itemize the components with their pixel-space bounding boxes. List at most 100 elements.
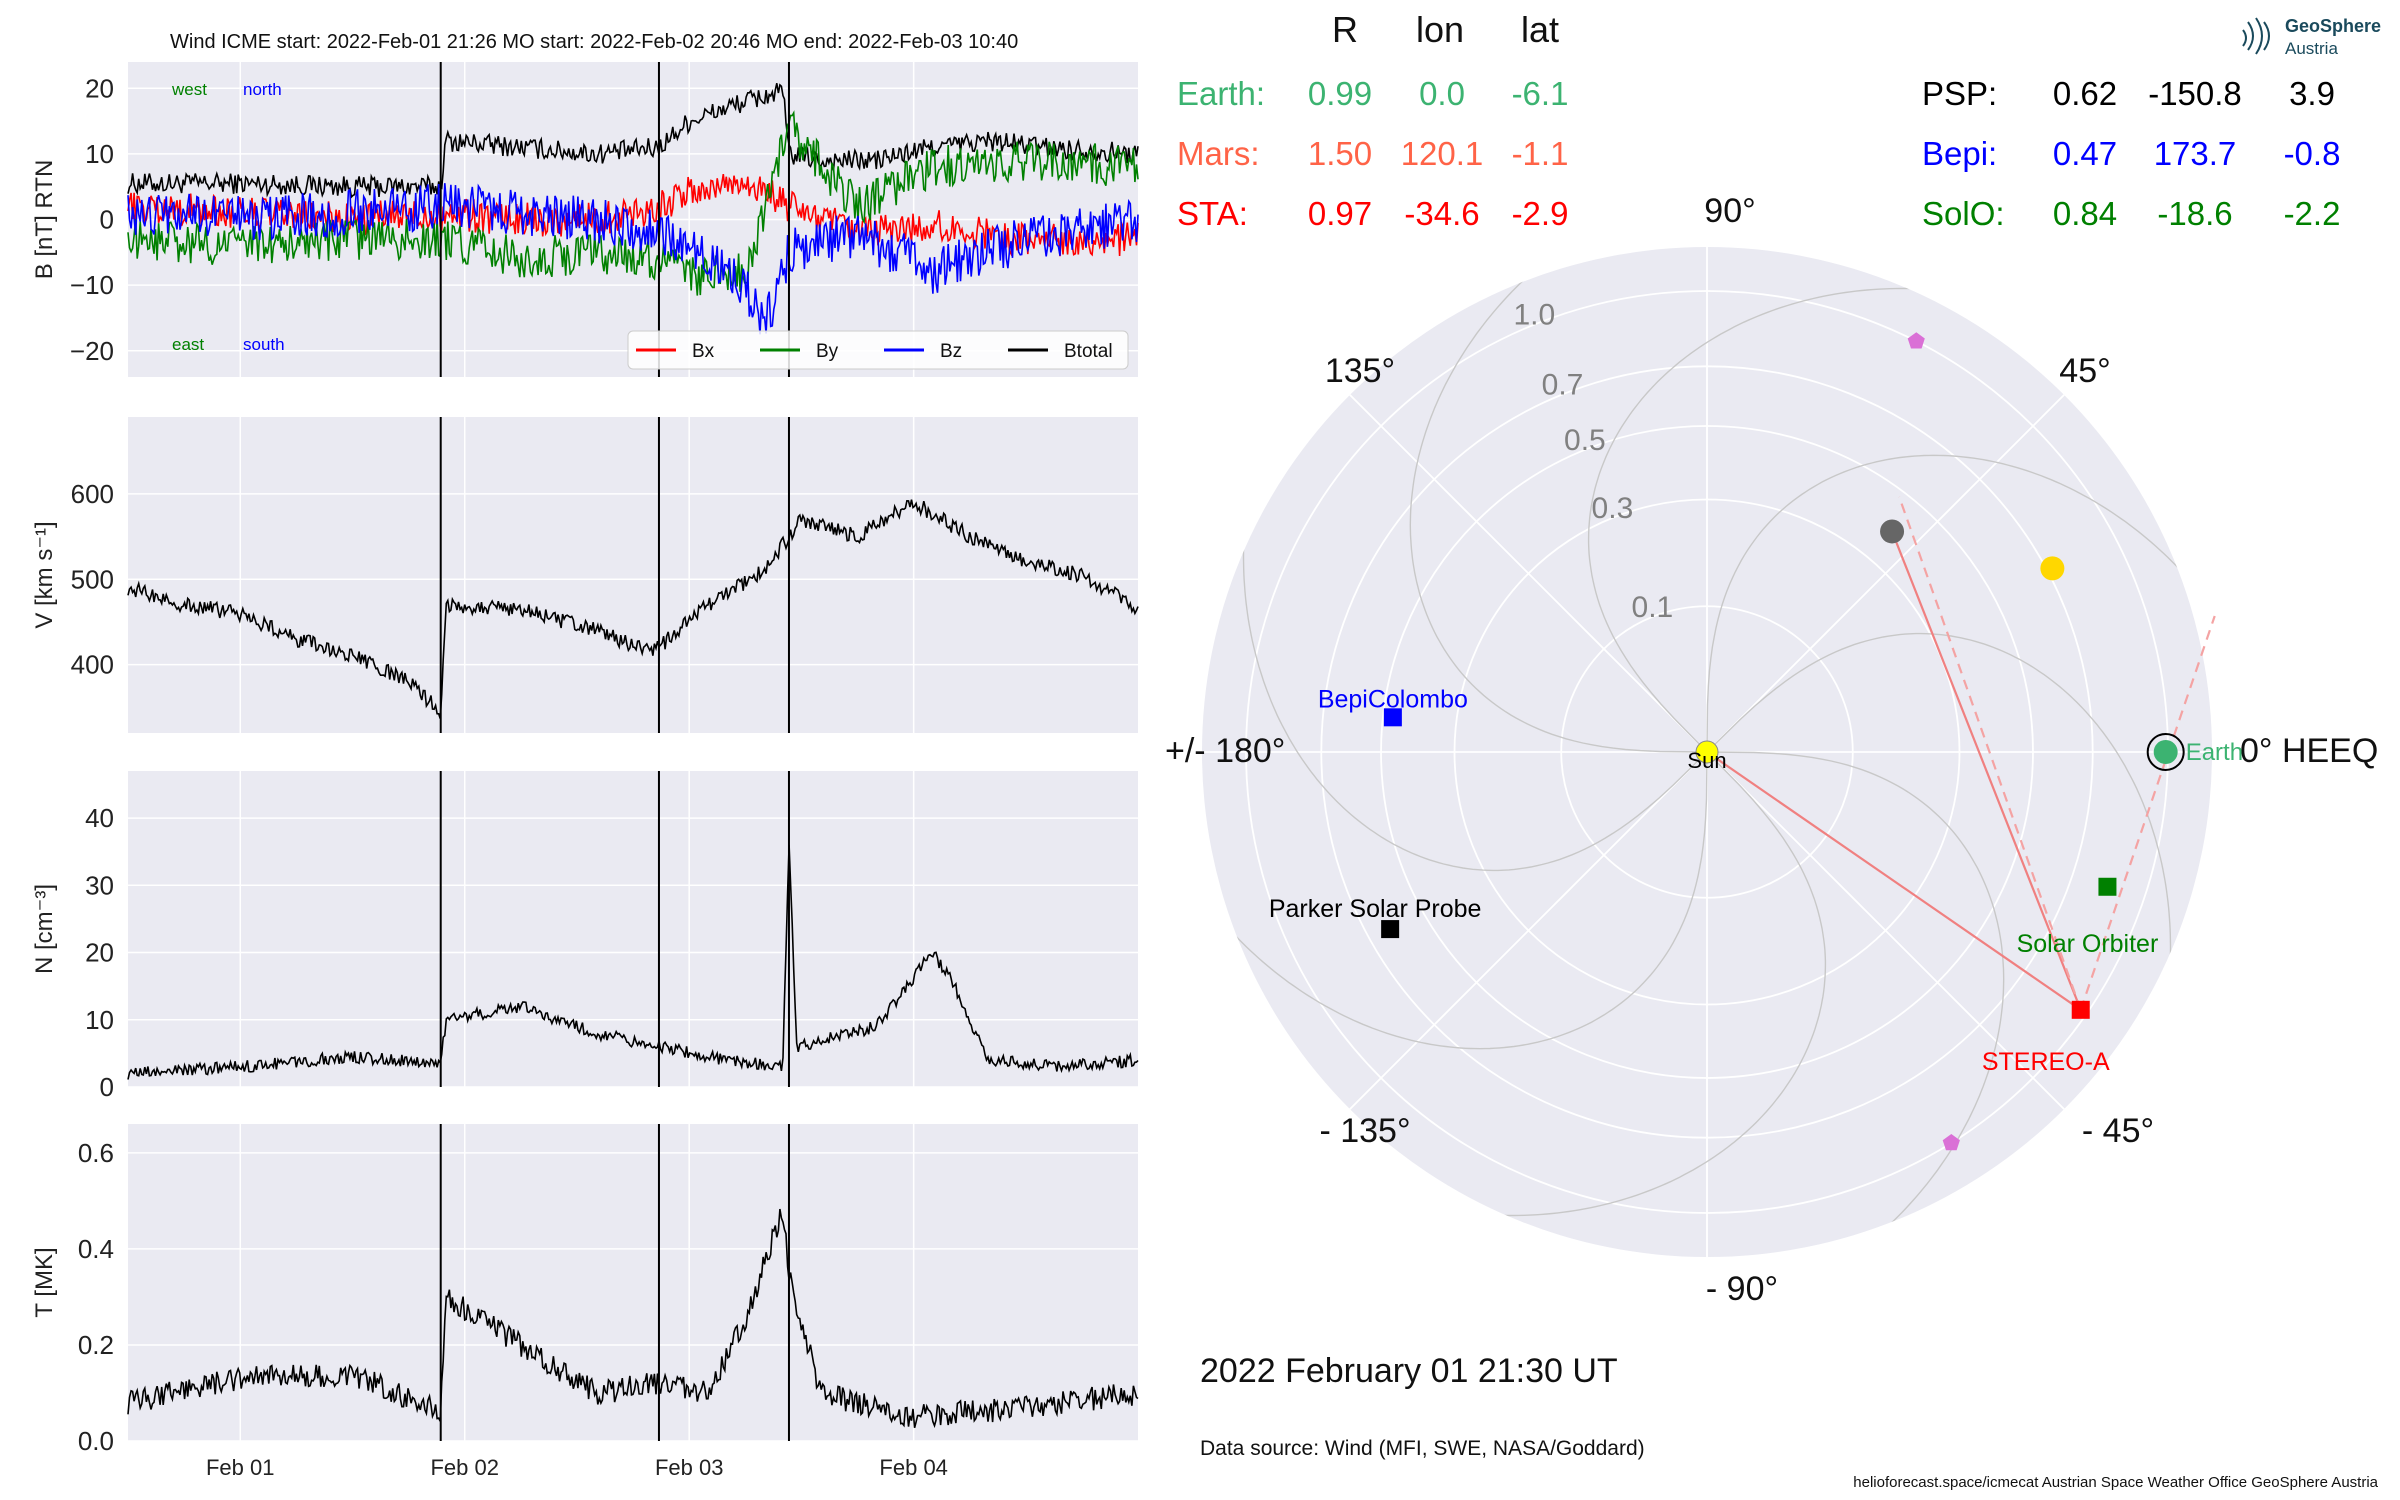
body-marker-unlabeled — [2040, 556, 2065, 581]
panel-density: 0 10 20 30 40 N [cm⁻³] — [31, 771, 1139, 1102]
y-tick-label: 0.4 — [78, 1234, 114, 1264]
body-marker-bepicolombo — [1383, 708, 1402, 727]
body-ring-earth — [2146, 733, 2185, 771]
table-row-name: Earth: — [1177, 75, 1265, 112]
body-marker-parker-solar-probe — [1381, 920, 1400, 939]
credits: helioforecast.space/icmecat Austrian Spa… — [1853, 1474, 2378, 1491]
table-row-lat: -2.2 — [2284, 195, 2341, 232]
y-axis-label: N [cm⁻³] — [31, 884, 58, 974]
panel-background — [128, 417, 1138, 733]
table-row-r: 0.47 — [2053, 135, 2117, 172]
annotation-west: west — [171, 80, 207, 99]
annotation-north: north — [243, 80, 282, 99]
table-header-lat: lat — [1521, 9, 1559, 50]
body-marker-stereo-a — [2071, 1000, 2090, 1019]
legend-label-bx: Bx — [692, 341, 715, 362]
y-axis-label: V [km s⁻¹] — [31, 521, 58, 628]
table-row-r: 0.84 — [2053, 195, 2117, 232]
table-row-r: 0.99 — [1308, 75, 1372, 112]
y-tick-label: 600 — [71, 479, 114, 509]
angle-label: +/- 180° — [1165, 732, 1285, 770]
polar-heeq-plot: 0.1 0.3 0.5 0.7 1.0 0° HEEQ 45° 90° 135° +/- 180°… — [1165, 192, 2378, 1308]
x-tick-label: Feb 04 — [879, 1455, 948, 1480]
sta-fov-dashed — [2079, 615, 2216, 1011]
table-row-lon: 120.1 — [1401, 135, 1484, 172]
series-line-btotal — [127, 83, 1139, 199]
table-row-lon: 0.0 — [1419, 75, 1465, 112]
r-tick-label: 0.7 — [1542, 368, 1584, 401]
r-tick-label: 0.3 — [1592, 492, 1634, 525]
y-tick-label: 10 — [85, 1005, 114, 1035]
parker-spiral-line — [1706, 454, 2196, 753]
parker-spiral-line — [1218, 751, 1708, 1050]
table-row-lat: -0.8 — [2284, 135, 2341, 172]
series-line-v — [127, 499, 1139, 719]
body-label-stereo-a: STEREO-A — [1982, 1048, 2110, 1076]
polar-grid-spoke — [1349, 394, 1708, 753]
series-line-n — [127, 844, 1139, 1080]
body-marker-unlabeled — [1907, 332, 1925, 349]
parker-spiral-line — [1409, 263, 1708, 753]
polar-grid-spoke — [1706, 751, 2065, 1110]
panel-temperature: 0.0 0.2 0.4 0.6 T [MK] Feb 01 Feb 02 Feb 03 Feb … — [31, 1124, 1139, 1480]
table-row-lon: -18.6 — [2157, 195, 2232, 232]
legend-box — [627, 330, 1129, 370]
annotation-south: south — [243, 335, 285, 354]
angle-label: - 135° — [1319, 1112, 1410, 1150]
time-series-panels: −20 −10 0 10 20 B [nT] RTN west north east south B… — [31, 62, 1139, 1480]
y-tick-label: 500 — [71, 564, 114, 594]
series-line-bz — [127, 183, 1139, 335]
table-row-lon: -34.6 — [1404, 195, 1479, 232]
y-tick-label: 20 — [85, 73, 114, 103]
angle-label: 0° HEEQ — [2240, 732, 2378, 770]
table-row-name: SolO: — [1922, 195, 2005, 232]
y-axis-label: T [MK] — [31, 1247, 58, 1317]
table-row-name: STA: — [1177, 195, 1248, 232]
r-tick-label: 1.0 — [1513, 299, 1555, 332]
parker-spiral-line — [1478, 751, 1827, 1217]
body-label-solar-orbiter: Solar Orbiter — [2017, 930, 2159, 958]
y-tick-label: −20 — [70, 336, 114, 366]
table-row-lat: -2.9 — [1512, 195, 1569, 232]
body-marker-solar-orbiter — [2098, 877, 2117, 896]
parker-spiral-line — [1706, 632, 2172, 981]
y-tick-label: 0.0 — [78, 1426, 114, 1456]
y-tick-label: 0.2 — [78, 1330, 114, 1360]
y-tick-label: 10 — [85, 139, 114, 169]
y-tick-label: 20 — [85, 938, 114, 968]
body-marker-unlabeled — [1942, 1134, 1960, 1151]
table-row-name: Mars: — [1177, 135, 1260, 172]
table-header-R: R — [1332, 9, 1358, 50]
angle-label: 90° — [1704, 192, 1755, 230]
table-row-lat: 3.9 — [2289, 75, 2335, 112]
sta-fov-dashed — [1898, 496, 2082, 1011]
y-tick-label: 400 — [71, 650, 114, 680]
body-label-sun: Sun — [1687, 748, 1726, 773]
angle-label: 45° — [2059, 352, 2110, 390]
table-header-lon: lon — [1416, 9, 1464, 50]
legend-label-by: By — [816, 341, 839, 362]
y-tick-label: 30 — [85, 870, 114, 900]
body-label-bepicolombo: BepiColombo — [1318, 685, 1468, 713]
parker-spiral-line — [1242, 523, 1708, 872]
timestamp: 2022 February 01 21:30 UT — [1200, 1352, 1618, 1390]
table-row-r: 0.62 — [2053, 75, 2117, 112]
panel-background — [128, 1124, 1138, 1441]
polar-grid-spoke — [1706, 394, 2065, 753]
table-row-r: 1.50 — [1308, 135, 1372, 172]
parker-spirals — [1218, 263, 2196, 1241]
x-tick-label: Feb 02 — [430, 1455, 499, 1480]
table-row-name: PSP: — [1922, 75, 1997, 112]
y-tick-label: 0.6 — [78, 1138, 114, 1168]
y-axis-label: B [nT] RTN — [31, 160, 58, 280]
body-label-parker-solar-probe: Parker Solar Probe — [1269, 895, 1482, 923]
geosphere-logo-mark — [2242, 17, 2270, 55]
logo-name: GeoSphere — [2285, 16, 2381, 36]
r-tick-label: 0.1 — [1632, 591, 1674, 624]
polar-grid-spoke — [1349, 751, 1708, 1110]
table-row-lat: -1.1 — [1512, 135, 1569, 172]
y-tick-label: 0 — [100, 205, 114, 235]
legend-label-bz: Bz — [940, 341, 962, 362]
